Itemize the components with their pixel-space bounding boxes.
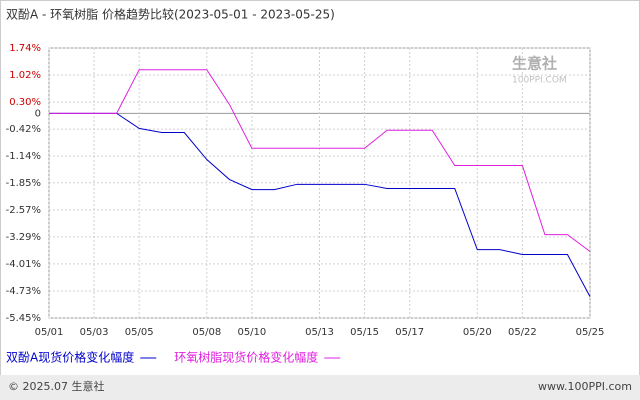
y-tick-label: -2.57% (6, 205, 41, 216)
y-tick-label: -5.45% (6, 313, 41, 324)
x-tick-label: 05/08 (192, 327, 221, 338)
y-tick-label: -1.14% (6, 151, 41, 162)
x-tick-label: 05/01 (35, 327, 64, 338)
x-tick-label: 05/17 (395, 327, 424, 338)
footer-left: © 2025.07 生意社 (8, 379, 104, 393)
x-tick-label: 05/05 (125, 327, 154, 338)
y-tick-label: 0.30% (9, 97, 41, 108)
legend-label: 双酚A现货价格变化幅度 (6, 350, 134, 365)
y-tick-label: -3.29% (6, 232, 41, 243)
x-tick-label: 05/10 (237, 327, 266, 338)
x-tick-label: 05/25 (576, 327, 605, 338)
watermark: 100PPI.COM (512, 76, 567, 86)
y-tick-label: 0 (35, 108, 41, 119)
legend-label: 环氧树脂现货价格变化幅度 (174, 350, 318, 365)
y-tick-label: -4.01% (6, 259, 41, 270)
y-tick-label: 1.74% (9, 43, 41, 54)
series-line (49, 69, 591, 252)
x-tick-label: 05/22 (508, 327, 537, 338)
x-tick-label: 05/03 (80, 327, 109, 338)
series-line (49, 112, 591, 297)
x-tick-label: 05/13 (305, 327, 334, 338)
watermark: 生意社 (512, 55, 557, 73)
footer-bar (0, 375, 640, 400)
x-tick-label: 05/20 (463, 327, 492, 338)
chart-title: 双酚A - 环氧树脂 价格趋势比较(2023-05-01 - 2023-05-2… (6, 7, 335, 22)
x-tick-label: 05/15 (350, 327, 379, 338)
y-tick-label: -0.42% (6, 124, 41, 135)
y-tick-label: -4.73% (6, 286, 41, 297)
footer-right: www.100PPI.com (538, 380, 632, 393)
y-tick-label: -1.85% (6, 178, 41, 189)
y-tick-label: 1.02% (9, 70, 41, 81)
